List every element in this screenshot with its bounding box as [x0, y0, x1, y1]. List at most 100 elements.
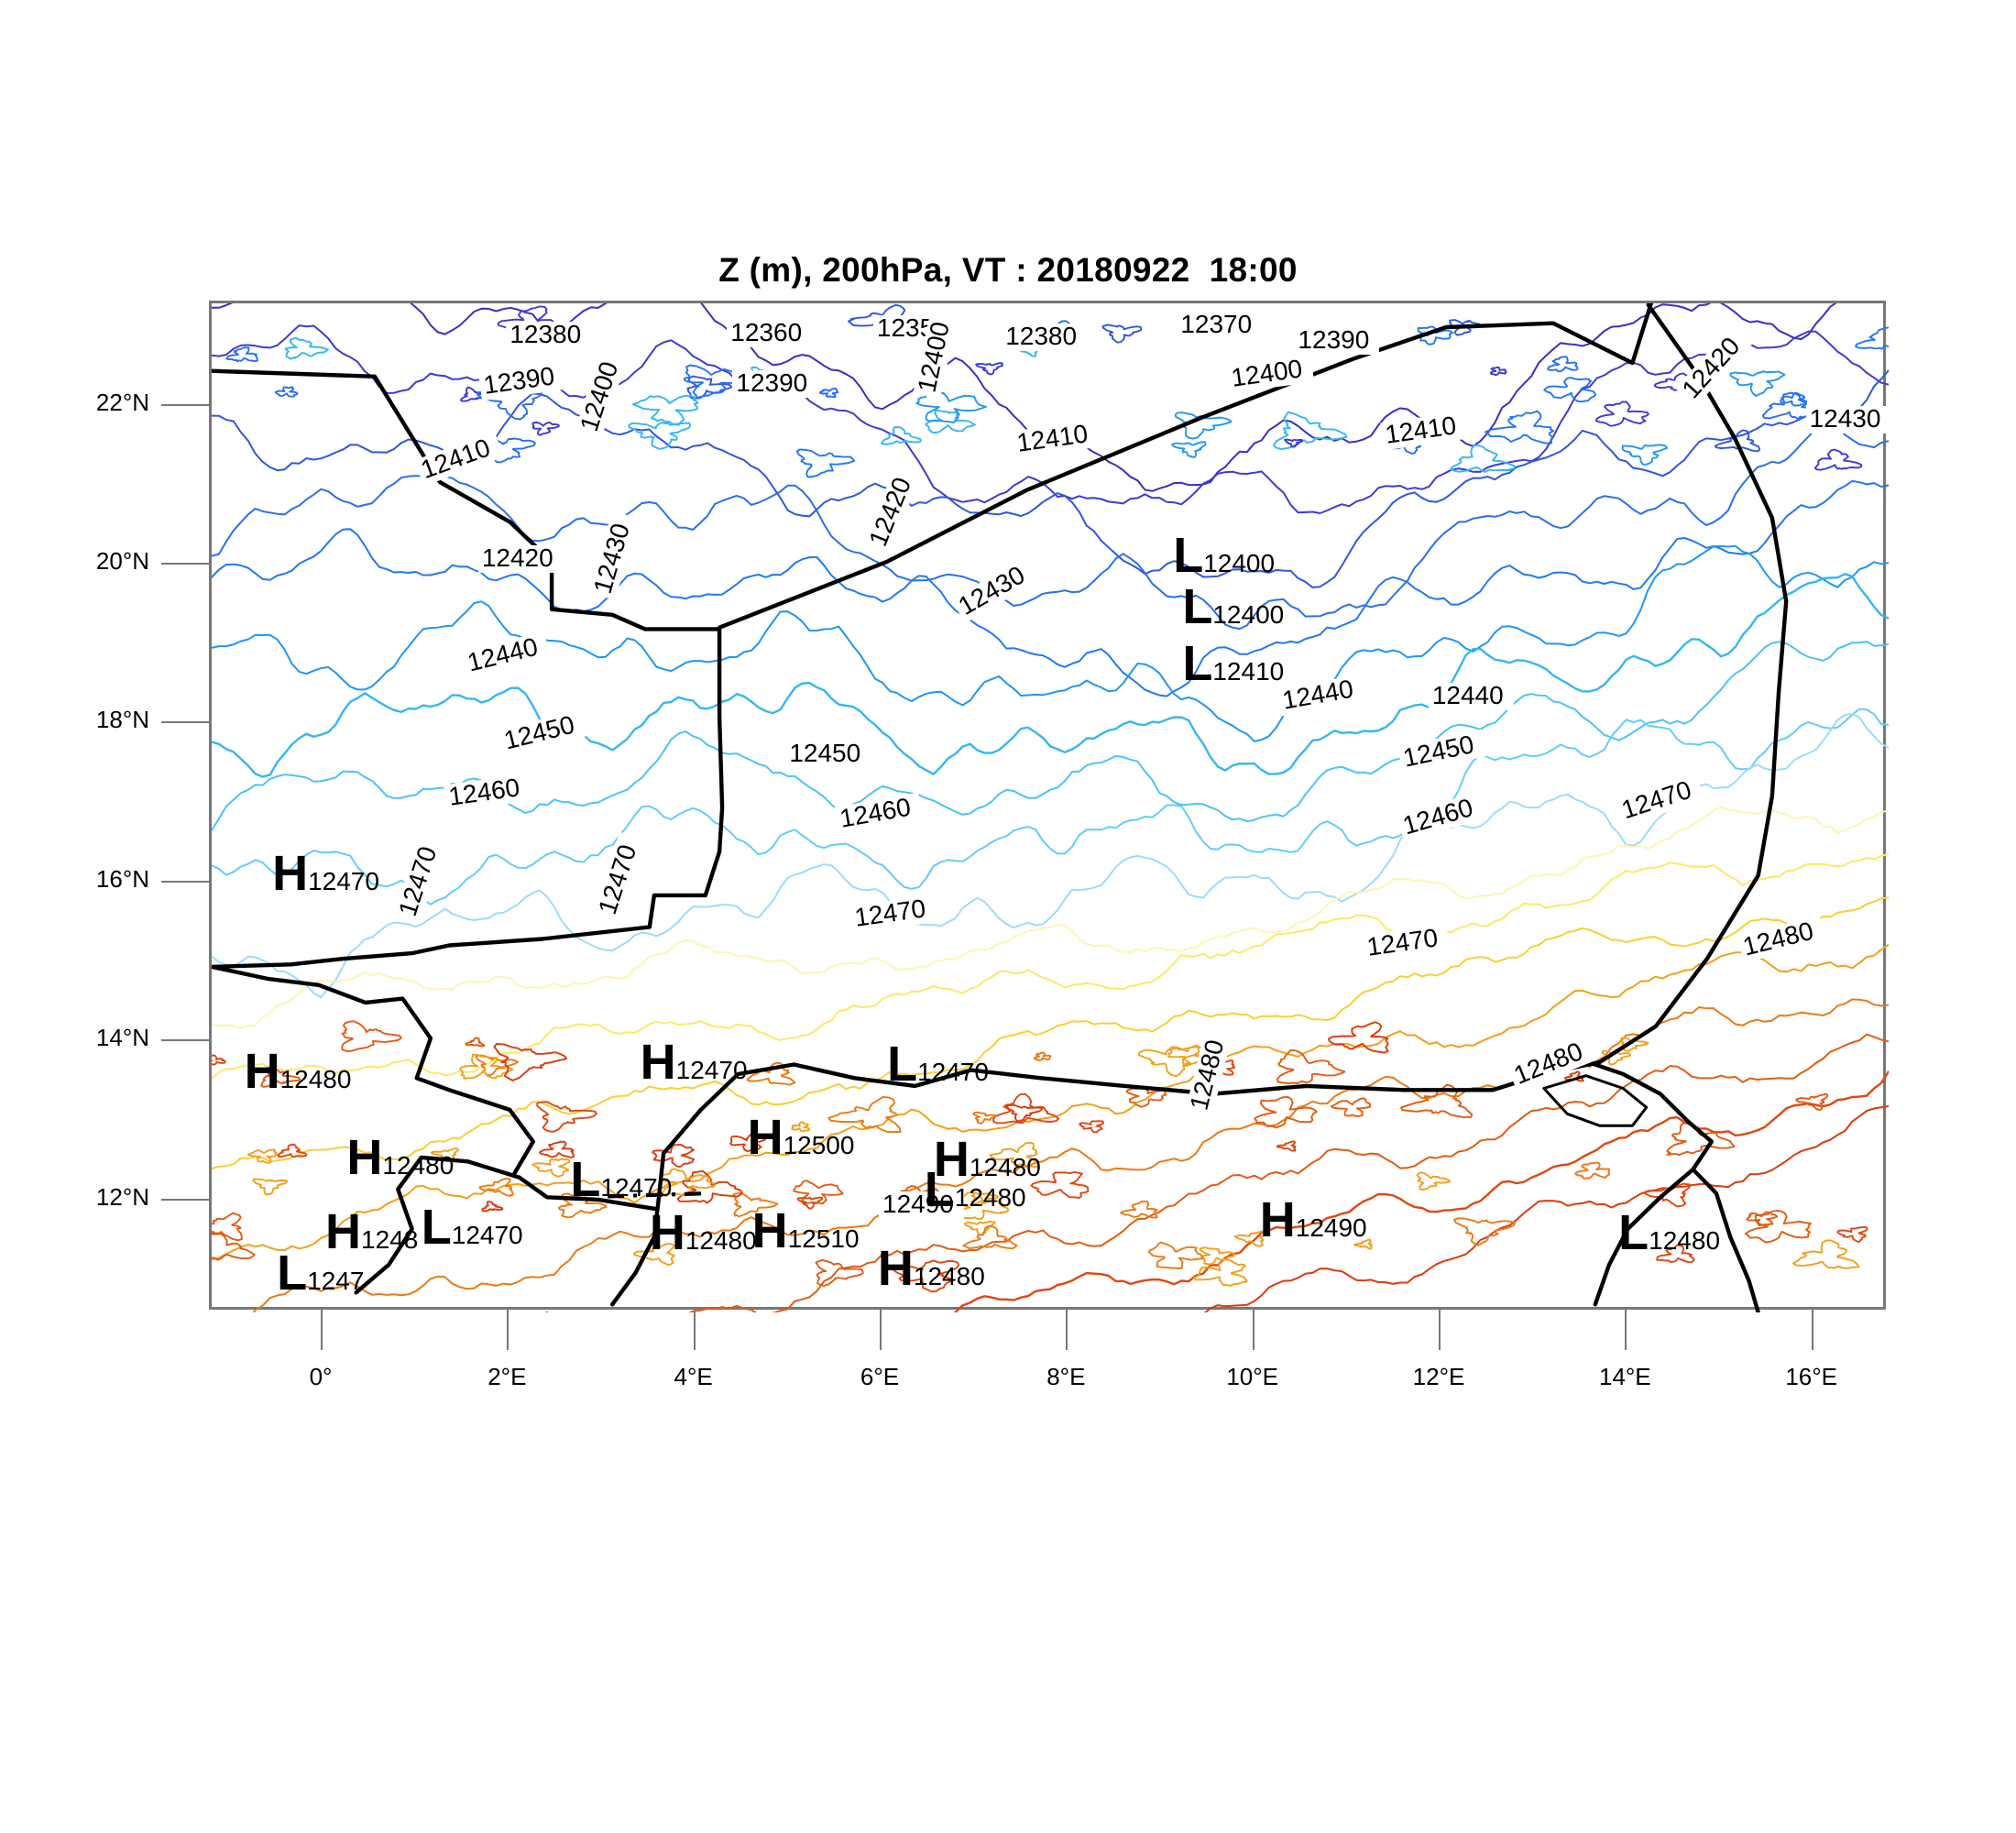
x-axis-tick-label: 4°E — [674, 1363, 713, 1390]
contour-cell — [1791, 1239, 1860, 1269]
extreme-value: 12490 — [1295, 1213, 1367, 1242]
low-center-marker: L12480 — [1618, 1208, 1720, 1257]
contour-cell — [212, 1232, 256, 1261]
extreme-value: 12480 — [685, 1226, 757, 1256]
label-mask — [1428, 683, 1514, 711]
low-center-marker: L12400 — [1173, 531, 1275, 580]
contour-cell — [1574, 1161, 1611, 1180]
y-axis-tick — [161, 1039, 209, 1042]
low-symbol: L — [1173, 527, 1204, 583]
x-axis-tick — [880, 1310, 882, 1350]
label-mask — [506, 321, 592, 349]
contour-line-12420 — [212, 708, 1889, 906]
x-axis-tick — [507, 1310, 509, 1350]
page-title: Z (m), 200hPa, VT : 20180922 18:00 — [718, 251, 1298, 289]
low-symbol: L — [570, 1152, 601, 1208]
contour-cell — [962, 1225, 1018, 1250]
contour-cell — [881, 426, 922, 445]
contour-cell — [633, 1243, 675, 1267]
extreme-value: 12400 — [1212, 600, 1285, 630]
contour-cell — [481, 1201, 504, 1213]
contour-line-12400 — [212, 573, 1889, 778]
contour-line-12390 — [212, 544, 1889, 742]
x-axis-tick-label: 14°E — [1598, 1363, 1651, 1390]
contour-cell — [631, 394, 699, 426]
extreme-value: 12470 — [675, 1055, 748, 1084]
high-symbol: H — [1259, 1191, 1296, 1247]
extreme-value: 12470 — [308, 866, 379, 895]
contour-cell — [1729, 370, 1786, 398]
x-axis-tick-label: 10°E — [1226, 1363, 1278, 1390]
contour-cell — [684, 364, 751, 399]
contour-cell — [1233, 1230, 1268, 1247]
x-axis-tick — [1252, 1310, 1255, 1350]
contour-cell — [1780, 391, 1806, 407]
low-center-marker: L1247 — [277, 1248, 364, 1298]
high-center-marker: H12480 — [650, 1208, 757, 1257]
contour-cell — [536, 1101, 597, 1133]
contour-cell — [1601, 1049, 1632, 1066]
high-symbol: H — [346, 1129, 383, 1185]
contour-cell — [247, 1148, 279, 1164]
extreme-value: 12480 — [382, 1150, 455, 1180]
contour-cell — [1199, 1246, 1235, 1266]
high-center-marker: H1248 — [325, 1207, 418, 1257]
label-mask — [732, 370, 818, 399]
low-center-marker: L12470 — [570, 1155, 672, 1204]
contour-cell — [1594, 401, 1649, 427]
contour-cell — [652, 1143, 696, 1169]
contour-cell — [992, 1092, 1060, 1125]
low-center-marker: L12400 — [1182, 582, 1285, 631]
contour-cell — [1254, 1095, 1318, 1129]
low-symbol: L — [277, 1245, 308, 1301]
contour-cell — [1137, 1046, 1200, 1078]
label-mask — [879, 1191, 964, 1219]
contour-label: 12380 — [509, 319, 582, 348]
extreme-value: 12500 — [783, 1131, 855, 1160]
low-center-marker: L12480 — [925, 1165, 1026, 1214]
contour-cell — [1450, 444, 1516, 473]
contour-cell — [1167, 1044, 1212, 1066]
contour-cell — [225, 346, 258, 363]
contour-cell — [1101, 324, 1143, 344]
contour-cell — [1276, 1048, 1346, 1084]
contour-cell — [791, 1121, 811, 1133]
extreme-value: 12470 — [917, 1057, 989, 1086]
high-center-marker: H12480 — [245, 1047, 352, 1096]
contour-cell — [1855, 326, 1889, 350]
y-axis-tick — [161, 563, 209, 565]
extreme-value: 12480 — [969, 1152, 1041, 1181]
y-axis-tick — [161, 880, 209, 883]
contour-label: 12360 — [730, 317, 803, 346]
contour-cell — [628, 422, 692, 450]
contour-cell — [252, 1178, 289, 1196]
contour-cell — [1453, 1217, 1517, 1246]
contour-line-12480 — [252, 998, 1889, 1312]
contour-cell — [1656, 1244, 1695, 1264]
contour-cell — [793, 1180, 844, 1205]
high-symbol: H — [244, 1044, 280, 1100]
contour-label: 12450 — [789, 739, 861, 768]
contour-cell — [1147, 1241, 1205, 1270]
coastline-border — [1542, 1074, 1649, 1127]
x-axis-tick-label: 16°E — [1785, 1363, 1837, 1390]
contour-cell — [1547, 356, 1579, 373]
coastline-border — [1691, 1167, 1760, 1312]
contour-cell — [341, 1020, 402, 1052]
y-axis-tick-label: 20°N — [95, 547, 149, 576]
contour-cell — [1485, 410, 1555, 445]
high-center-marker: H12480 — [934, 1135, 1041, 1184]
high-center-marker: H12470 — [272, 849, 379, 898]
contour-cell — [970, 1189, 1000, 1205]
contour-line-12470 — [212, 943, 1889, 1261]
high-center-marker: H12480 — [346, 1133, 455, 1182]
contour-cell — [1030, 1170, 1090, 1200]
contour-label: 12390 — [736, 368, 808, 398]
contour-cell — [1284, 438, 1304, 448]
x-axis-tick-label: 2°E — [488, 1363, 527, 1390]
contour-cell — [1193, 1257, 1248, 1287]
label-mask — [1805, 405, 1891, 434]
contour-line-12450 — [212, 852, 1889, 1080]
contour-cell — [1330, 1097, 1372, 1118]
plot-area: 12380 12360 12350 12380 12370 12390 12390 12390… — [209, 301, 1891, 1312]
